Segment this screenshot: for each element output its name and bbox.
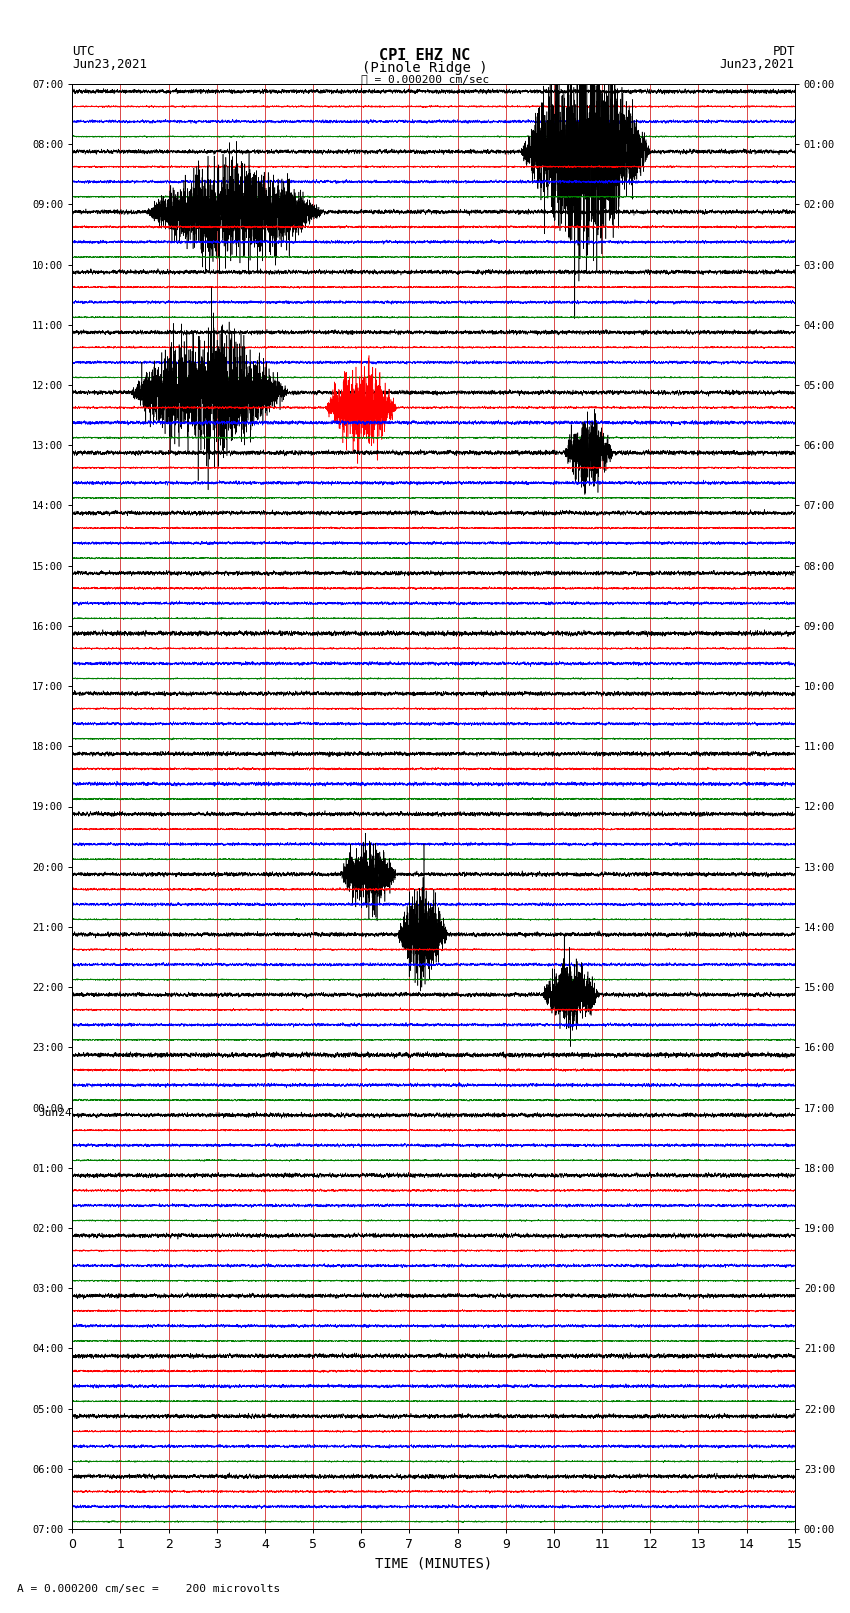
Text: A = 0.000200 cm/sec =    200 microvolts: A = 0.000200 cm/sec = 200 microvolts [17, 1584, 280, 1594]
X-axis label: TIME (MINUTES): TIME (MINUTES) [375, 1557, 492, 1571]
Text: Jun24: Jun24 [38, 1108, 71, 1118]
Text: ⏐ = 0.000200 cm/sec: ⏐ = 0.000200 cm/sec [361, 74, 489, 84]
Text: Jun23,2021: Jun23,2021 [720, 58, 795, 71]
Text: Jun23,2021: Jun23,2021 [72, 58, 147, 71]
Text: (Pinole Ridge ): (Pinole Ridge ) [362, 61, 488, 76]
Text: UTC: UTC [72, 45, 94, 58]
Text: PDT: PDT [773, 45, 795, 58]
Text: CPI EHZ NC: CPI EHZ NC [379, 48, 471, 63]
